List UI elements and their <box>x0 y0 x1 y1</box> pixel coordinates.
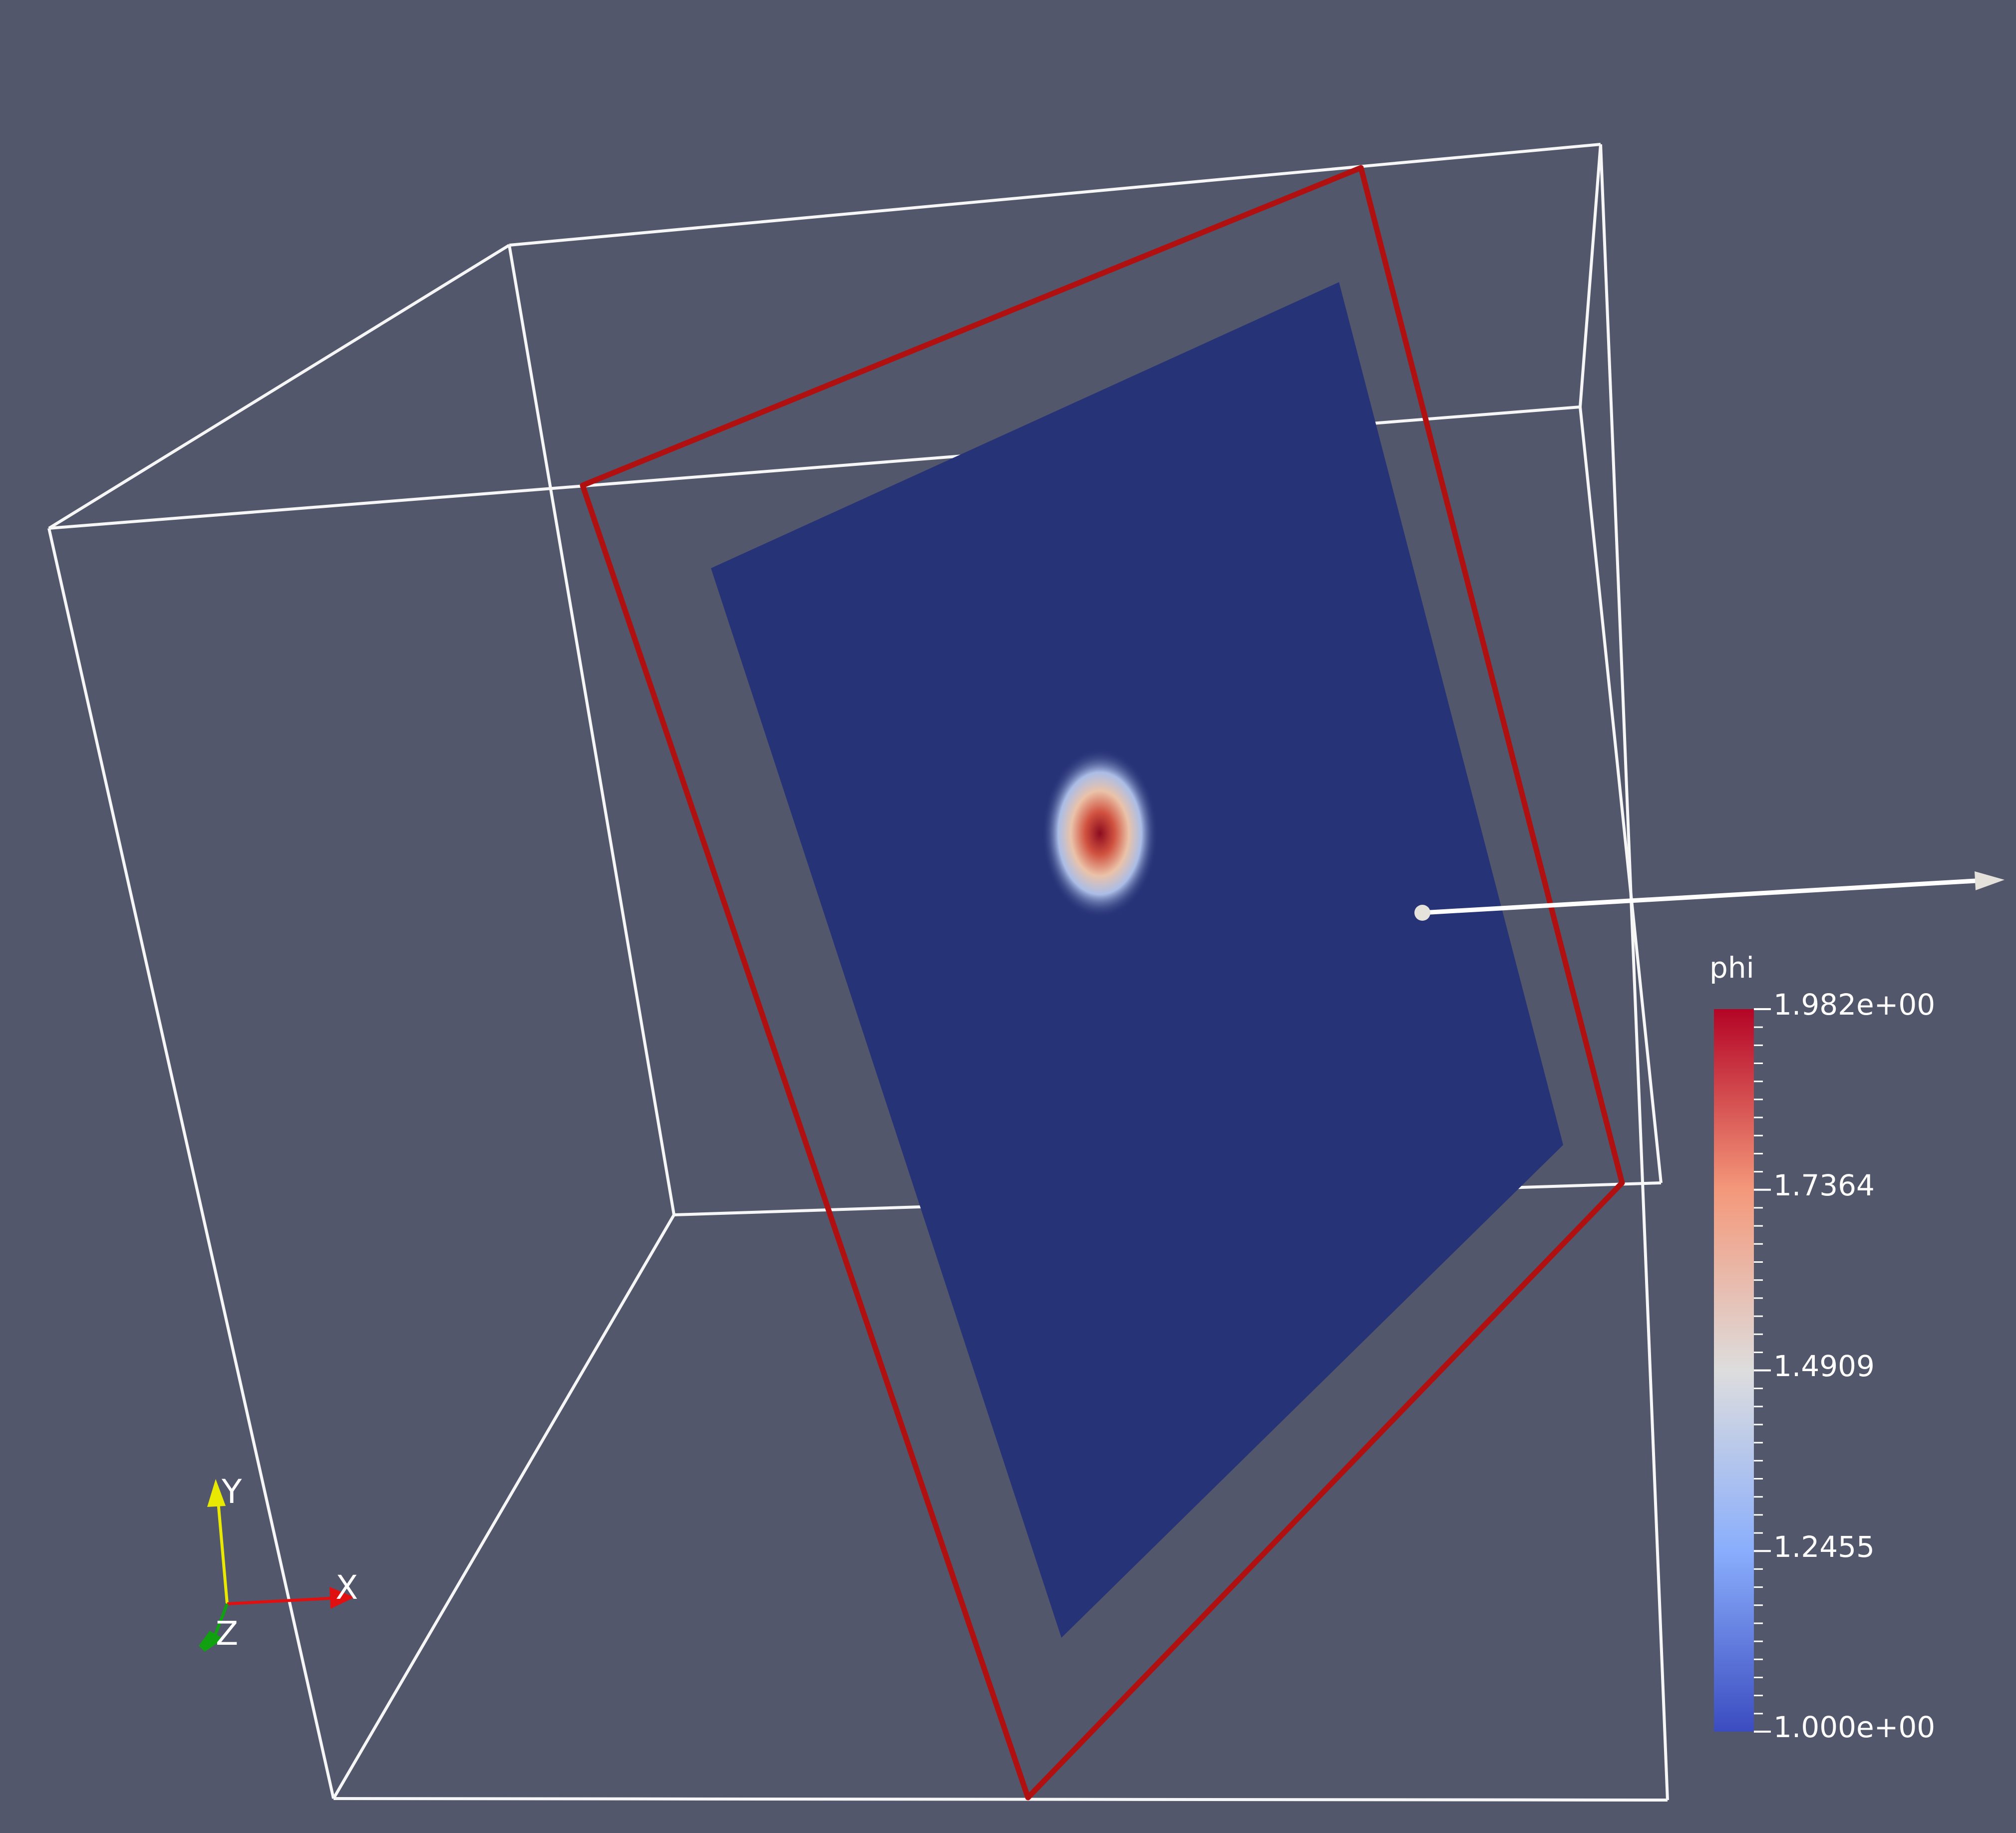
y-axis-arrow <box>207 1479 226 1507</box>
scalar-hotspot <box>1042 748 1158 918</box>
legend-major-ticks <box>1754 1008 1771 1733</box>
x-axis-arrow <box>330 1587 354 1609</box>
legend-title: phi <box>1709 951 1754 985</box>
legend-tick-label-max: 1.982e+00 <box>1773 988 1935 1022</box>
legend-tick-label-min: 1.000e+00 <box>1773 1710 1935 1744</box>
legend-tick-label-4: 1.2455 <box>1773 1530 1875 1564</box>
z-axis-label: Z <box>216 1614 238 1653</box>
plane-widget-frame[interactable] <box>580 165 1625 1801</box>
y-axis-label: Y <box>221 1472 242 1511</box>
plane-normal-arrow[interactable] <box>1414 871 2005 921</box>
legend-tick-label-2: 1.7364 <box>1773 1168 1875 1202</box>
legend-color-bar <box>1714 1009 1754 1732</box>
x-axis-label: X <box>336 1568 358 1607</box>
slice-plane <box>711 282 1563 1638</box>
orientation-axes: Y X Z <box>199 1472 358 1653</box>
legend-minor-ticks <box>1754 1026 1763 1715</box>
legend-tick-label-3: 1.4909 <box>1773 1349 1875 1383</box>
color-legend: phi 1.982e+00 1.7364 1.4909 1.2455 1.000… <box>1709 951 1935 1744</box>
z-axis-arrow <box>199 1631 224 1652</box>
